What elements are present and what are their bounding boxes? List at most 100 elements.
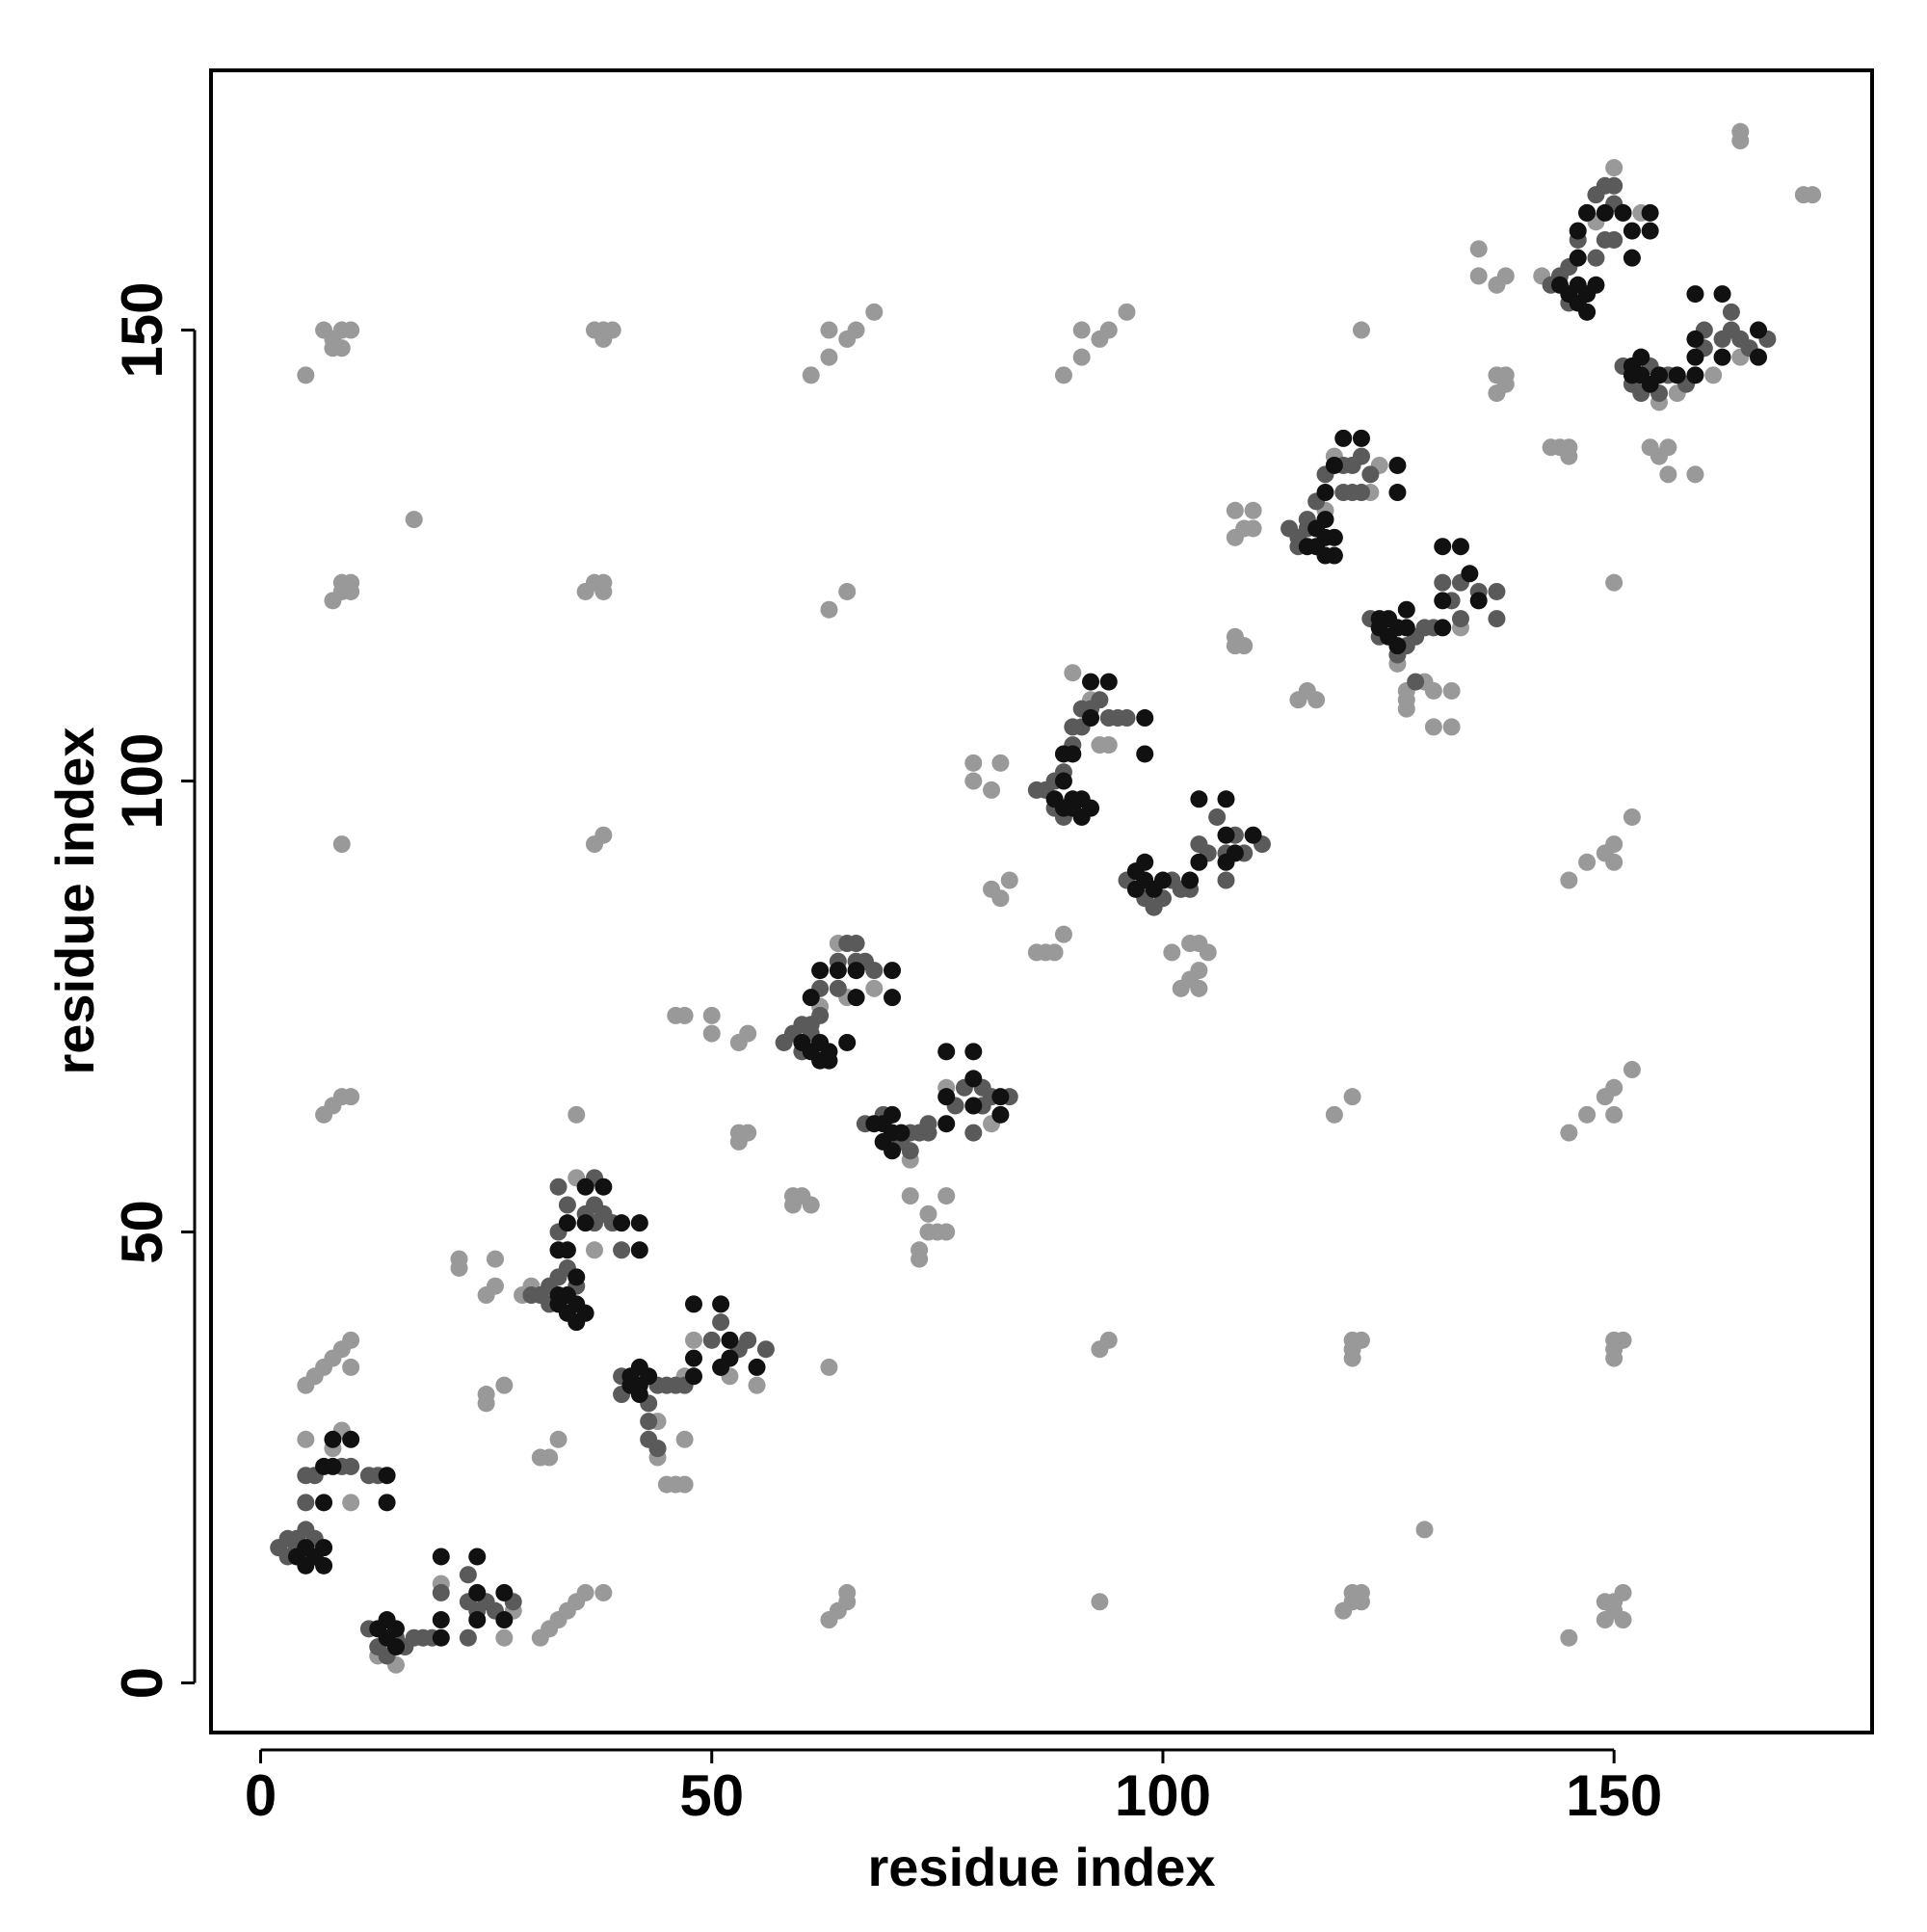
point (820, 600, 838, 619)
point (1605, 853, 1623, 871)
point (1434, 592, 1452, 610)
point (919, 1204, 937, 1223)
point (1704, 366, 1723, 384)
point (576, 1178, 594, 1196)
point (802, 989, 820, 1007)
point (1461, 565, 1479, 583)
point (495, 1376, 514, 1394)
point (1244, 519, 1262, 538)
point (748, 1376, 766, 1394)
point (820, 1358, 838, 1376)
point (1064, 745, 1082, 763)
point (297, 1539, 315, 1557)
point (1614, 1583, 1632, 1601)
point (712, 1295, 730, 1313)
point (820, 321, 838, 339)
point (594, 826, 613, 844)
point (1388, 637, 1407, 655)
point (1569, 249, 1587, 267)
point (1659, 438, 1677, 457)
point (884, 1142, 902, 1160)
point (1082, 673, 1100, 691)
point (1334, 429, 1353, 447)
point (739, 1124, 757, 1142)
point (1072, 348, 1091, 366)
point (1434, 619, 1452, 637)
point (640, 1430, 658, 1448)
point (1244, 501, 1262, 519)
point (1045, 943, 1064, 962)
point (1153, 871, 1172, 889)
point (1587, 276, 1605, 294)
point (847, 321, 865, 339)
point (378, 1467, 396, 1485)
point (432, 1611, 450, 1629)
point (1650, 366, 1668, 384)
point (1407, 673, 1425, 691)
y-tick-label: 0 (110, 1667, 174, 1699)
point (1686, 330, 1704, 348)
point (1199, 943, 1217, 962)
point (865, 962, 884, 980)
point (1054, 366, 1072, 384)
point (495, 1611, 514, 1629)
point (1054, 925, 1072, 943)
point (576, 1583, 594, 1601)
point (558, 1196, 576, 1214)
x-tick-label: 50 (679, 1763, 744, 1828)
x-tick-label: 100 (1115, 1763, 1211, 1828)
point (1136, 745, 1154, 763)
point (847, 962, 865, 980)
point (811, 1006, 830, 1024)
point (432, 1583, 450, 1601)
point (1091, 691, 1109, 709)
point (297, 1430, 315, 1448)
point (603, 321, 621, 339)
point (1334, 484, 1353, 502)
point (675, 1475, 694, 1494)
point (549, 1430, 568, 1448)
point (1560, 871, 1578, 889)
point (1217, 826, 1235, 844)
point (1469, 592, 1488, 610)
point (332, 835, 351, 854)
point (964, 1070, 983, 1088)
point (1605, 230, 1623, 249)
point (1064, 718, 1082, 736)
point (1226, 844, 1244, 862)
point (684, 1331, 702, 1349)
point (477, 1386, 495, 1404)
point (1569, 276, 1587, 294)
point (495, 1583, 514, 1601)
point (342, 1457, 360, 1475)
point (1605, 1331, 1623, 1349)
y-tick-label: 100 (110, 732, 174, 829)
point (1722, 303, 1740, 321)
point (1623, 249, 1641, 267)
point (1804, 186, 1822, 204)
point (784, 1196, 803, 1214)
point (1217, 871, 1235, 889)
point (983, 781, 1001, 799)
point (838, 1033, 857, 1051)
point (1424, 718, 1442, 736)
point (1713, 285, 1731, 304)
point (1361, 465, 1380, 484)
point (1686, 366, 1704, 384)
point (1099, 1331, 1118, 1349)
point (1560, 1124, 1578, 1142)
point (1172, 979, 1190, 997)
point (1434, 538, 1452, 556)
point (1226, 501, 1244, 519)
point (1623, 222, 1641, 240)
point (684, 1349, 702, 1367)
point (549, 1178, 568, 1196)
point (378, 1494, 396, 1512)
point (1298, 681, 1316, 700)
point (1208, 807, 1227, 826)
point (1605, 1078, 1623, 1097)
point (1352, 484, 1370, 502)
point (324, 339, 342, 357)
